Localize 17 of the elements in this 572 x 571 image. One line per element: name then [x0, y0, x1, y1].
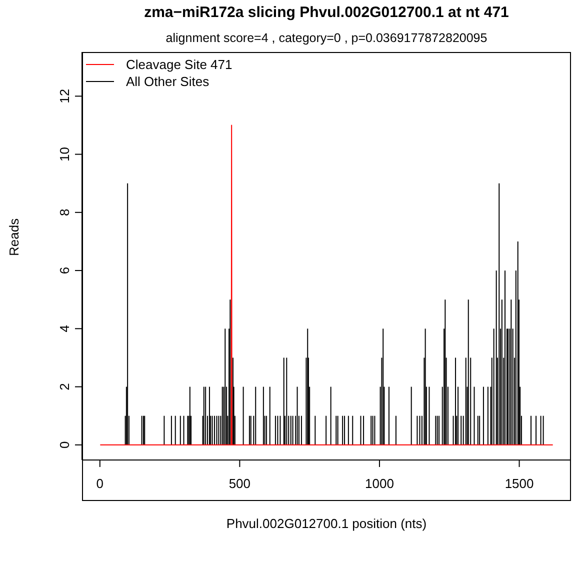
legend-label: Cleavage Site 471: [126, 56, 232, 73]
x-axis-title: Phvul.002G012700.1 position (nts): [226, 516, 427, 531]
y-tick-label: 2: [57, 383, 72, 390]
chart-subtitle: alignment score=4 , category=0 , p=0.0369177872820095: [164, 31, 488, 45]
chart-title: zma−miR172a slicing Phvul.002G012700.1 at nt 471: [143, 4, 510, 21]
y-axis-title: Reads: [6, 218, 22, 256]
y-tick-label: 12: [57, 88, 72, 104]
x-tick-label: 1500: [504, 476, 534, 492]
y-tick-label: 8: [57, 208, 72, 216]
legend-label: All Other Sites: [126, 73, 210, 90]
y-tick-label: 6: [57, 266, 72, 274]
y-tick-label: 10: [57, 147, 72, 162]
x-tick-label: 1000: [365, 476, 394, 492]
x-tick-label: 0: [96, 476, 104, 492]
y-tick-label: 0: [57, 441, 72, 449]
x-tick-label: 500: [228, 476, 251, 492]
y-tick-label: 4: [57, 325, 72, 332]
